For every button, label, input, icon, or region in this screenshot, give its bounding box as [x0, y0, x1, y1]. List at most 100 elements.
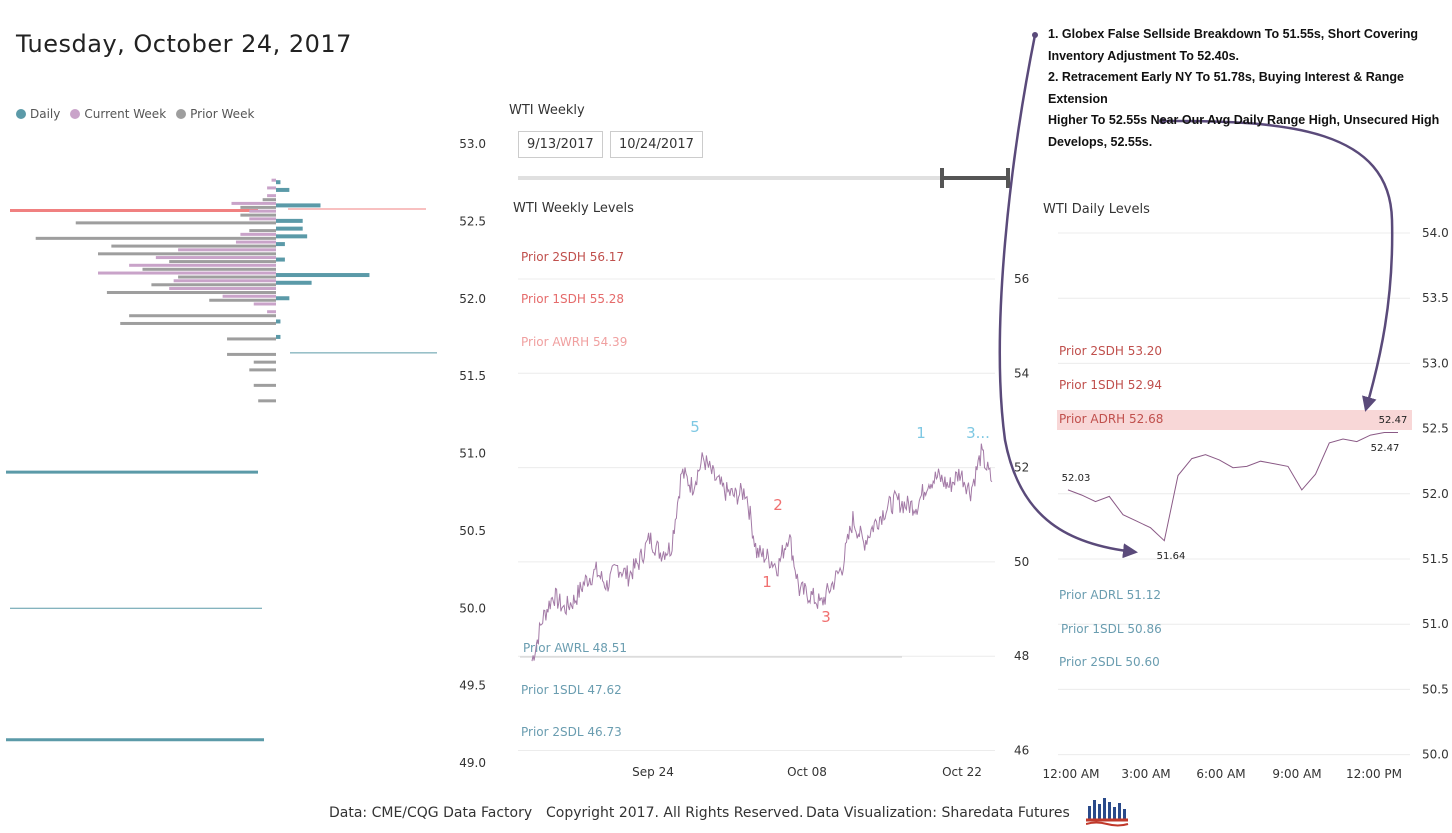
weekly-y-tick: 50: [1014, 555, 1029, 569]
daily-y-tick: 53.5: [1422, 291, 1449, 305]
profile-bar-prior-week: [142, 267, 276, 271]
profile-bar-prior-week: [253, 383, 276, 387]
daily-x-tick: 9:00 AM: [1272, 767, 1321, 781]
weekly-level-label: Prior 2SDH 56.17: [521, 250, 624, 264]
profile-bar-prior-week: [178, 275, 276, 279]
profile-bar-daily: [276, 257, 285, 262]
profile-bar-current-week: [178, 248, 276, 252]
profile-bar-prior-week: [129, 314, 276, 318]
legend-item-daily[interactable]: Daily: [16, 107, 60, 121]
profile-bar-prior-week: [111, 244, 276, 248]
profile-bar-prior-week: [75, 221, 276, 225]
daily-point-label: 52.47: [1379, 415, 1408, 426]
profile-bar-current-week: [253, 302, 276, 306]
weekly-y-tick: 54: [1014, 366, 1029, 380]
footer-source: Data: CME/CQG Data Factory: [329, 805, 533, 821]
weekly-wave-label: 1: [762, 573, 772, 591]
profile-bar-daily: [276, 234, 308, 239]
weekly-wave-label: 2: [773, 496, 783, 514]
profile-bar-daily: [276, 226, 303, 231]
profile-bar-prior-week: [227, 352, 276, 356]
profile-bar-current-week: [249, 217, 276, 221]
sharedata-logo: [1086, 798, 1129, 827]
profile-bar-current-week: [249, 209, 276, 213]
weekly-wave-label: 3: [821, 608, 831, 626]
profile-bar-prior-week: [209, 298, 276, 302]
profile-bar-current-week: [240, 232, 276, 236]
profile-bar-prior-week: [253, 360, 276, 364]
profile-bar-current-week: [271, 178, 276, 182]
daily-point-label: 52.47: [1371, 443, 1400, 454]
daily-y-tick: 52.5: [1422, 422, 1449, 436]
weekly-y-tick: 52: [1014, 461, 1029, 475]
profile-bar-current-week: [173, 279, 276, 283]
daily-y-tick: 53.0: [1422, 356, 1449, 370]
daily-level-label: Prior 2SDL 50.60: [1059, 655, 1160, 669]
annotation-notes: 1. Globex False Sellside Breakdown To 51…: [1048, 24, 1448, 153]
profile-bar-prior-week: [227, 337, 276, 341]
profile-bar-prior-week: [249, 229, 276, 233]
profile-bar-prior-week: [240, 213, 276, 217]
profile-bar-daily: [276, 273, 370, 278]
daily-y-tick: 51.5: [1422, 552, 1449, 566]
profile-bar-prior-week: [35, 236, 277, 240]
daily-y-tick: 52.0: [1422, 487, 1449, 501]
profile-bar-daily: [276, 319, 281, 324]
weekly-level-label: Prior AWRH 54.39: [521, 335, 627, 349]
legend-item-prior-week[interactable]: Prior Week: [176, 107, 254, 121]
profile-bar-current-week: [231, 201, 276, 205]
legend: Daily Current Week Prior Week: [16, 107, 254, 121]
daily-level-label: Prior ADRL 51.12: [1059, 588, 1161, 602]
weekly-x-tick: Oct 08: [787, 765, 827, 779]
profile-y-tick: 50.0: [459, 601, 486, 615]
footer-viz: Data Visualization: Sharedata Futures: [806, 805, 1070, 821]
profile-bar-current-week: [267, 194, 276, 198]
legend-item-current-week[interactable]: Current Week: [70, 107, 166, 121]
profile-bar-current-week: [155, 256, 276, 260]
daily-price-line: [1067, 432, 1398, 542]
profile-bar-current-week: [222, 294, 276, 298]
weekly-wave-label: 5: [690, 418, 700, 436]
note2-arrow: [1161, 119, 1394, 412]
profile-bar-daily: [276, 280, 312, 285]
start-date-input[interactable]: 9/13/2017: [518, 131, 603, 158]
note-line: 2. Retracement Early NY To 51.78s, Buyin…: [1048, 70, 1404, 106]
note-line: Develops, 52.55s.: [1048, 134, 1153, 149]
daily-level-label: Prior 1SDL 50.86: [1061, 622, 1162, 636]
daily-level-label: Prior ADRH 52.68: [1059, 412, 1163, 426]
weekly-x-tick: Sep 24: [632, 765, 674, 779]
profile-bar-current-week: [169, 287, 276, 291]
profile-bar-daily: [276, 296, 290, 301]
weekly-level-label: Prior 1SDH 55.28: [521, 292, 624, 306]
date-range-slider[interactable]: [518, 165, 1018, 191]
profile-bar-prior-week: [151, 283, 276, 287]
profile-bar-current-week: [129, 263, 276, 267]
profile-y-tick: 49.0: [459, 756, 486, 770]
note-line: Higher To 52.55s Near Our Avg Daily Rang…: [1048, 113, 1440, 127]
daily-x-tick: 6:00 AM: [1196, 767, 1245, 781]
weekly-x-tick: Oct 22: [942, 765, 982, 779]
weekly-y-tick: 48: [1014, 649, 1029, 663]
profile-bar-prior-week: [262, 198, 276, 202]
legend-dot: [176, 109, 187, 119]
note1-arrow: [998, 34, 1138, 559]
daily-adrh-band: [1057, 410, 1412, 430]
profile-bar-current-week: [267, 186, 276, 190]
weekly-y-tick: 56: [1014, 272, 1029, 286]
daily-point-label: 52.03: [1062, 473, 1091, 484]
weekly-level-label: Prior 2SDL 46.73: [521, 725, 622, 739]
profile-y-tick: 51.5: [459, 369, 486, 383]
weekly-price-line: [531, 443, 993, 662]
profile-bar-daily: [276, 334, 281, 339]
legend-dot: [70, 109, 81, 119]
legend-label: Current Week: [84, 107, 167, 121]
end-date-input[interactable]: 10/24/2017: [610, 131, 703, 158]
profile-bar-prior-week: [258, 399, 276, 403]
daily-levels-title: WTI Daily Levels: [1043, 202, 1150, 217]
profile-bar-daily: [276, 180, 281, 185]
page-title: Tuesday, October 24, 2017: [16, 30, 352, 58]
profile-y-tick: 49.5: [459, 679, 486, 693]
weekly-y-tick: 46: [1014, 744, 1029, 758]
weekly-title: WTI Weekly: [509, 103, 585, 118]
